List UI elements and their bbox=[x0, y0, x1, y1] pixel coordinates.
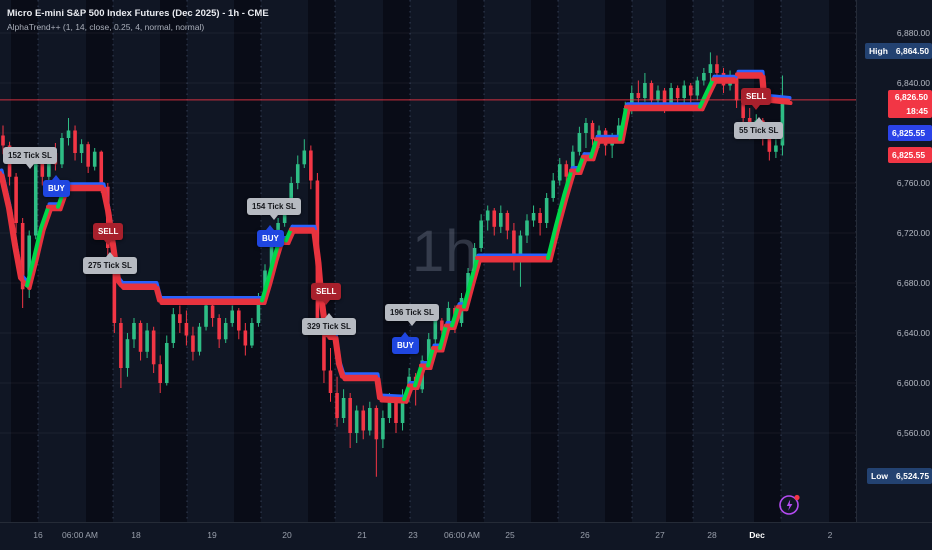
tick-sl-label[interactable]: 55 Tick SL bbox=[734, 117, 784, 139]
high-value: 6,864.50 bbox=[895, 46, 929, 56]
tick-sl-label[interactable]: 329 Tick SL bbox=[302, 313, 356, 335]
low-value: 6,524.75 bbox=[896, 471, 930, 481]
price-tick-label: 6,640.00 bbox=[896, 328, 930, 338]
high-label: High bbox=[869, 46, 888, 56]
session-clock-icon[interactable] bbox=[776, 491, 804, 519]
price-tick-label: 6,880.00 bbox=[896, 28, 930, 38]
low-price-badge: Low 6,524.75 bbox=[867, 468, 932, 484]
price-tick-label: 6,680.00 bbox=[896, 278, 930, 288]
marker-pointer bbox=[105, 252, 114, 257]
price-tick-label: 6,760.00 bbox=[896, 178, 930, 188]
marker-pointer bbox=[322, 300, 331, 305]
tick-sl-label[interactable]: 196 Tick SL bbox=[385, 304, 439, 326]
time-tick-label: Dec bbox=[749, 530, 765, 540]
time-tick-label: 26 bbox=[580, 530, 590, 540]
last-price-value: 6,826.50 bbox=[894, 92, 928, 102]
symbol-title[interactable]: Micro E-mini S&P 500 Index Futures (Dec … bbox=[7, 8, 269, 19]
time-tick-label: 25 bbox=[505, 530, 515, 540]
low-label: Low bbox=[871, 471, 888, 481]
time-tick-label: 06:00 AM bbox=[62, 530, 98, 540]
sell-signal-label[interactable]: SELL bbox=[741, 88, 772, 110]
price-tick-label: 6,600.00 bbox=[896, 378, 930, 388]
price-axis[interactable]: High 6,864.50 6,826.50 18:45 6,825.55 6,… bbox=[856, 0, 932, 522]
time-tick-label: 21 bbox=[357, 530, 367, 540]
marker-pointer bbox=[104, 240, 113, 245]
notification-dot bbox=[794, 494, 800, 501]
sell-signal-label[interactable]: SELL bbox=[311, 283, 342, 305]
bar-countdown: 18:45 bbox=[906, 106, 928, 116]
tick-sl-label[interactable]: 275 Tick SL bbox=[83, 252, 137, 274]
time-tick-label: 06:00 AM bbox=[444, 530, 480, 540]
indicator-stop-badge-blue: 6,825.55 bbox=[888, 125, 932, 141]
chart-canvas[interactable] bbox=[0, 0, 856, 522]
time-tick-label: 19 bbox=[207, 530, 217, 540]
time-tick-label: 16 bbox=[33, 530, 43, 540]
indicator-stop-badge-red: 6,825.55 bbox=[888, 147, 932, 163]
marker-pointer bbox=[52, 175, 61, 180]
sell-signal-label[interactable]: SELL bbox=[93, 223, 124, 245]
time-tick-label: 2 bbox=[827, 530, 833, 540]
tick-sl-label[interactable]: 154 Tick SL bbox=[247, 198, 301, 220]
marker-pointer bbox=[754, 117, 763, 122]
high-price-badge: High 6,864.50 bbox=[865, 43, 932, 59]
marker-pointer bbox=[269, 215, 278, 220]
time-tick-label: 20 bbox=[282, 530, 292, 540]
time-axis[interactable]: 16 06:00 AM 18 19 20 21 23 06:00 AM 25 26 27 28 Dec 2 bbox=[0, 522, 932, 550]
lightning-clock-icon bbox=[779, 494, 800, 515]
buy-signal-label[interactable]: BUY bbox=[257, 225, 284, 247]
marker-pointer bbox=[25, 164, 34, 169]
marker-pointer bbox=[266, 225, 275, 230]
indicator-title[interactable]: AlphaTrend++ (1, 14, close, 0.25, 4, nor… bbox=[7, 22, 205, 32]
chart-legend: Micro E-mini S&P 500 Index Futures (Dec … bbox=[7, 7, 269, 34]
marker-pointer bbox=[324, 313, 333, 318]
price-tick-label: 6,840.00 bbox=[896, 78, 930, 88]
marker-pointer bbox=[752, 105, 761, 110]
price-tick-label: 6,720.00 bbox=[896, 228, 930, 238]
last-price-badge: 6,826.50 18:45 bbox=[888, 90, 932, 118]
marker-pointer bbox=[401, 332, 410, 337]
time-tick-label: 27 bbox=[655, 530, 665, 540]
marker-pointer bbox=[407, 321, 416, 326]
buy-signal-label[interactable]: BUY bbox=[392, 332, 419, 354]
buy-signal-label[interactable]: BUY bbox=[43, 175, 70, 197]
time-tick-label: 18 bbox=[131, 530, 141, 540]
price-tick-label: 6,560.00 bbox=[896, 428, 930, 438]
time-tick-label: 28 bbox=[707, 530, 717, 540]
tick-sl-label[interactable]: 152 Tick SL bbox=[3, 147, 57, 169]
time-tick-label: 23 bbox=[408, 530, 418, 540]
